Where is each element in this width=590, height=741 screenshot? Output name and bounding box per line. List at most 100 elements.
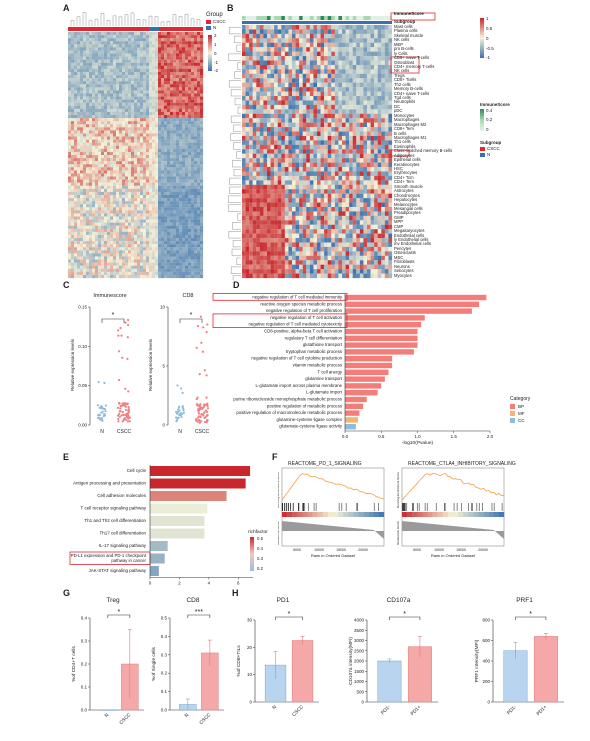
heatmap-b-cell [377,42,382,48]
heatmap-b-cell [302,73,307,79]
heatmap-a-cell [188,47,192,51]
heatmap-a-cell [74,222,78,226]
heatmap-a-cell [101,155,105,159]
heatmap-a-cell [146,118,150,122]
heatmap-a-cell [161,262,165,266]
heatmap-a-cell [131,102,135,106]
heatmap-b-cell [367,47,371,52]
heatmap-a-cell [182,216,186,220]
heatmap-a-cell [113,151,117,156]
heatmap-a-cell [95,238,99,242]
heatmap-b-cell [370,100,375,105]
heatmap-b-cell [242,82,246,88]
heatmap-a-cell [173,32,177,36]
heatmap-a-cell [119,38,123,42]
heatmap-a-cell [107,222,111,226]
heatmap-b-cell [324,38,328,43]
heatmap-b-cell [317,42,321,48]
heatmap-b-cell [324,60,328,66]
heatmap-a-cell [161,219,165,223]
heatmap-b-cell [288,113,293,119]
heatmap-a-cell [197,167,201,171]
heatmap-a-cell [98,44,102,48]
heatmap-a-cell [134,35,138,39]
heatmap-a-cell [158,253,162,257]
heatmap-a-cell [125,207,129,211]
heatmap-a-cell [182,253,186,257]
heatmap-a-cell [164,201,168,205]
heatmap-b-cell [384,127,389,132]
heatmap-b-cell [299,113,303,119]
heatmap-a-cell [104,50,108,54]
heatmap-a-cell [170,44,174,48]
heatmap-a-cell [173,96,177,100]
heatmap-b-cell [338,127,343,132]
heatmap-b-cell [331,60,335,66]
heatmap-a-cell [77,250,81,254]
heatmap-a-cell [77,225,81,229]
heatmap-b-cell [388,38,393,43]
heatmap-b-cell [338,122,343,128]
heatmap-a-cell [182,35,186,39]
heatmap-a-dendrogram-branch [82,12,87,26]
heatmap-a-cell [92,158,96,162]
heatmap-a-cell [176,231,180,236]
heatmap-a-cell [86,68,90,73]
heatmap-a-cell [185,108,189,113]
heatmap-a-cell [194,259,198,263]
heatmap-b-cell [263,51,268,57]
heatmap-a-cell [140,133,144,137]
heatmap-b-cell [345,25,350,30]
heatmap-a-cell [173,253,177,257]
heatmap-a-cell [68,111,72,116]
heatmap-a-cell [95,213,99,217]
heatmap-a-cell [158,274,162,279]
heatmap-a-cell [179,268,183,272]
heatmap-b-cell [342,56,346,61]
heatmap-a-cell [194,136,198,140]
heatmap-a-cell [143,96,147,100]
heatmap-a-cell [110,151,114,156]
heatmap-a-cell [197,151,201,156]
heatmap-a-cell [89,142,93,146]
heatmap-a-cell [101,198,105,202]
heatmap-a-cell [80,241,84,245]
heatmap-a-cell [104,201,108,205]
heatmap-b-cell [267,153,271,159]
heatmap-a-cell [107,65,111,70]
heatmap-b-cell [292,153,296,159]
heatmap-b-cell [309,131,314,137]
heatmap-a-cell [92,84,96,88]
heatmap-b-cell [313,122,318,128]
immunescore-cell [384,16,389,20]
heatmap-b-cell [242,42,246,48]
heatmap-b-cell [384,33,389,39]
heatmap-a-cell [101,253,105,257]
heatmap-b-cell [263,25,268,30]
heatmap-a-cell [182,268,186,272]
heatmap-a-cell [71,148,75,153]
heatmap-a-cell [74,96,78,100]
heatmap-a-cell [146,44,150,48]
heatmap-a-cell [182,256,186,260]
heatmap-a-cell [164,274,168,279]
heatmap-a-cell [143,139,147,143]
heatmap-a-cell [68,53,72,57]
heatmap-a-cell [80,44,84,48]
heatmap-a-cell [143,105,147,109]
heatmap-a-cell [98,191,102,196]
heatmap-a-cell [80,191,84,196]
heatmap-a-cell [98,139,102,143]
heatmap-a-cell [188,176,192,180]
heatmap-b-cell [263,153,268,159]
heatmap-a-cell [188,219,192,223]
heatmap-a-cell [77,148,81,153]
heatmap-a-cell [191,231,195,236]
heatmap-a-cell [173,127,177,131]
heatmap-b-cell [356,69,360,74]
heatmap-a-cell [170,231,174,236]
heatmap-b-cell [324,47,328,52]
heatmap-a-cell [119,84,123,88]
heatmap-b-cell [377,104,382,110]
heatmap-a-cell [155,176,159,180]
